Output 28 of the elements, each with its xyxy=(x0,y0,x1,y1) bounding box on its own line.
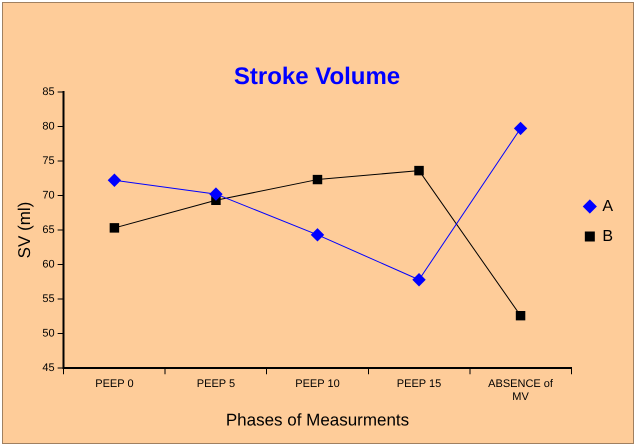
y-tick-label: 70 xyxy=(42,189,55,202)
x-tick-label: PEEP 5 xyxy=(196,378,236,390)
point xyxy=(108,174,121,187)
y-axis-title: SV (ml) xyxy=(14,202,34,258)
point xyxy=(412,273,426,286)
y-tick-label: 55 xyxy=(42,293,55,306)
point xyxy=(209,188,222,201)
y-tick-label: 75 xyxy=(42,154,55,167)
point xyxy=(516,310,526,320)
legend-label: B xyxy=(602,228,613,245)
point xyxy=(310,228,324,242)
chart-title: Stroke Volume xyxy=(234,63,400,90)
point xyxy=(414,166,424,176)
y-tick-label: 45 xyxy=(42,362,55,374)
x-tick-label: PEEP 15 xyxy=(396,378,442,390)
y-tick-label: 50 xyxy=(42,328,55,340)
y-tick-label: 65 xyxy=(42,224,55,236)
y-tick-label: 80 xyxy=(42,120,55,132)
y-tick-label: 60 xyxy=(42,258,55,271)
x-tick-label: ABSENCE of MV xyxy=(488,378,554,404)
point xyxy=(110,223,120,233)
x-tick-label: PEEP 10 xyxy=(295,378,340,390)
legend-label: A xyxy=(602,198,614,215)
y-tick-label: 85 xyxy=(42,86,55,98)
x-tick-label: PEEP 0 xyxy=(95,378,134,390)
x-axis-title: Phases of Measurments xyxy=(226,410,410,430)
point xyxy=(514,122,528,135)
point xyxy=(312,174,322,184)
